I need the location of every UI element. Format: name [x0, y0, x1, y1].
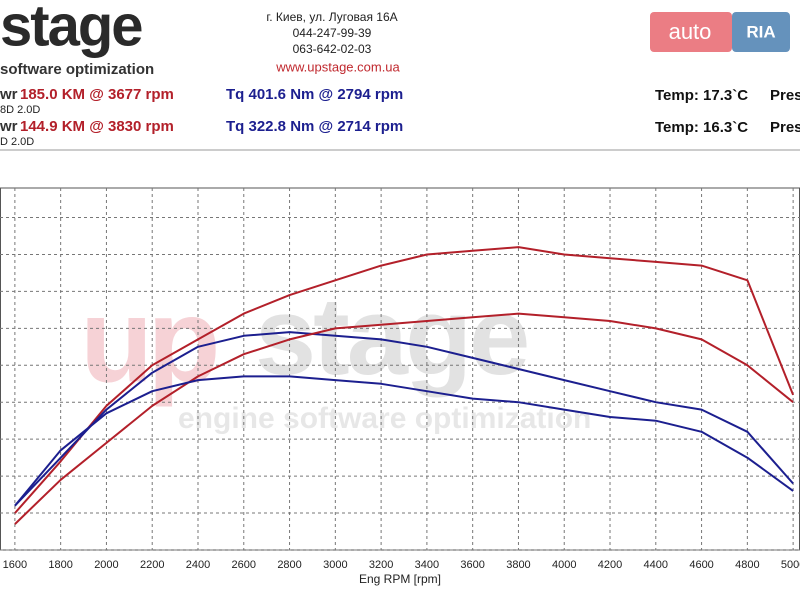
engine: 8D 2.0D [0, 104, 40, 116]
tq: Tq 401.6 Nm @ 2794 rpm [226, 86, 403, 103]
x-tick-label: 2400 [186, 559, 210, 571]
temp: Temp: 16.3`C [655, 119, 748, 136]
phone: 044-247-99-39 [293, 26, 372, 40]
x-tick-label: 4000 [552, 559, 576, 571]
pwr-prefix: wr [0, 118, 18, 135]
pwr: 185.0 KM @ 3677 rpm [20, 86, 174, 103]
x-tick-label: 3400 [415, 559, 439, 571]
address: г. Киев, ул. Луговая 16А [266, 10, 397, 24]
x-tick-label: 1800 [48, 559, 72, 571]
x-axis-label: Eng RPM [rpm] [359, 572, 441, 586]
x-tick-label: 2800 [277, 559, 301, 571]
x-tick-label: 2200 [140, 559, 164, 571]
x-tick-label: 3000 [323, 559, 347, 571]
temp: Temp: 17.3`C [655, 87, 748, 104]
engine: D 2.0D [0, 136, 34, 148]
x-tick-label: 3800 [506, 559, 530, 571]
pres: Pres [770, 119, 800, 136]
badge-bg [732, 12, 790, 52]
x-tick-label: 5000 [781, 559, 800, 571]
line [14, 246, 795, 514]
watermark-sub: engine software optimization [178, 402, 591, 435]
logo: stage [0, 0, 142, 58]
site: www.upstage.com.ua [275, 59, 400, 74]
pwr-prefix: wr [0, 86, 18, 103]
x-tick-label: 2600 [232, 559, 256, 571]
logo-sub: software optimization [0, 61, 154, 78]
phone: 063-642-02-03 [293, 42, 372, 56]
badge-text: RIA [746, 22, 775, 41]
x-tick-label: 1600 [3, 559, 27, 571]
x-tick-label: 3200 [369, 559, 393, 571]
line [14, 312, 794, 525]
watermark-up: up [80, 274, 216, 408]
x-tick-label: 4400 [644, 559, 668, 571]
x-tick-label: 4200 [598, 559, 622, 571]
x-tick-label: 2000 [94, 559, 118, 571]
pwr: 144.9 KM @ 3830 rpm [20, 118, 174, 135]
x-tick-label: 3600 [460, 559, 484, 571]
badge-bg [650, 12, 732, 52]
x-tick-label: 4600 [689, 559, 713, 571]
line [14, 331, 794, 507]
pres: Pres [770, 87, 800, 104]
tq: Tq 322.8 Nm @ 2714 rpm [226, 118, 403, 135]
badge-text: auto [669, 19, 712, 44]
x-tick-label: 4800 [735, 559, 759, 571]
watermark: up stage engine software optimization [80, 274, 591, 435]
line [14, 375, 794, 507]
